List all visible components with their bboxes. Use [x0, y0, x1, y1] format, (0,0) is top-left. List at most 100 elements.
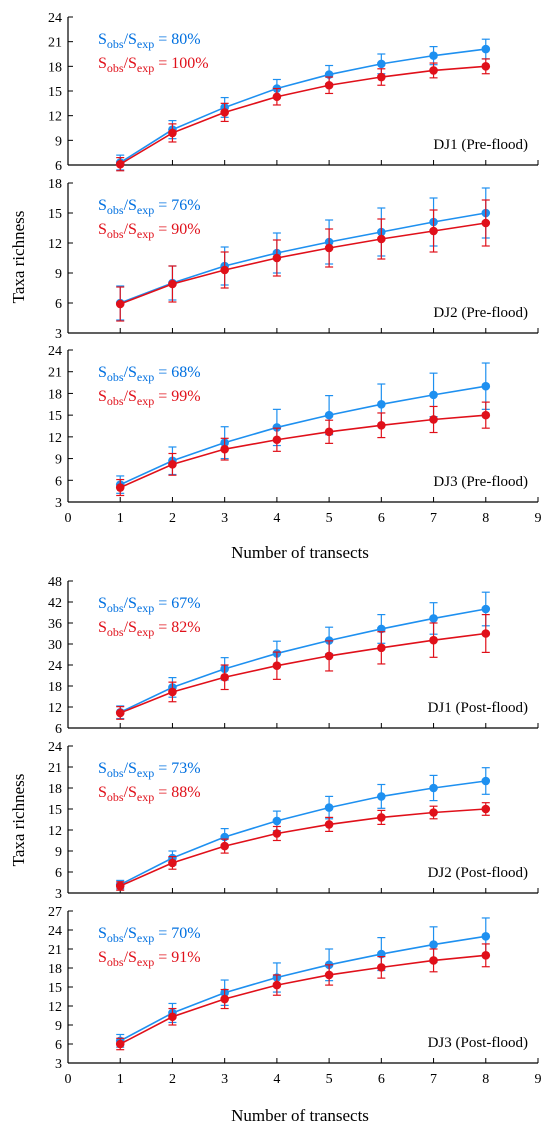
data-point — [220, 265, 229, 275]
data-point — [220, 841, 229, 851]
ratio-annotation: Sobs/Sexp = 73% — [98, 760, 201, 780]
x-tick-label: 3 — [221, 1072, 228, 1087]
data-point — [272, 435, 282, 445]
expected-series — [115, 199, 491, 322]
series-line — [119, 222, 486, 305]
y-tick-label: 3 — [55, 887, 62, 902]
y-tick-label: 12 — [48, 110, 62, 125]
x-tick-label: 5 — [326, 511, 333, 526]
y-tick-label: 12 — [48, 701, 62, 716]
data-point — [429, 390, 438, 400]
series-line — [119, 780, 486, 886]
y-tick-label: 12 — [48, 431, 62, 446]
panel-label: DJ2 (Pre-flood) — [433, 305, 528, 321]
y-tick-label: 15 — [48, 85, 62, 100]
x-tick-label: 0 — [65, 1072, 72, 1087]
y-tick-label: 24 — [48, 740, 62, 755]
data-point — [429, 51, 438, 60]
data-point — [481, 776, 491, 786]
ratio-annotation: Sobs/Sexp = 88% — [98, 784, 201, 804]
y-tick-label: 12 — [48, 237, 62, 252]
x-tick-label: 1 — [117, 1072, 124, 1087]
y-tick-label: 9 — [55, 1019, 62, 1034]
data-point — [324, 427, 334, 437]
y-tick-label: 24 — [48, 11, 62, 26]
series-line — [119, 212, 486, 304]
y-axis-title-post-flood: Taxa richness — [9, 774, 28, 867]
x-tick-label: 7 — [430, 1072, 437, 1087]
ratio-annotation: Sobs/Sexp = 99% — [98, 388, 201, 408]
y-tick-label: 3 — [55, 327, 62, 342]
y-tick-label: 18 — [48, 962, 62, 977]
data-point — [377, 963, 386, 972]
y-tick-label: 15 — [48, 207, 62, 222]
series-line — [119, 808, 486, 887]
data-point — [168, 858, 177, 868]
ratio-annotation: Sobs/Sexp = 100% — [98, 55, 209, 75]
y-tick-label: 18 — [48, 680, 62, 695]
data-point — [429, 940, 438, 949]
ratio-annotation: Sobs/Sexp = 82% — [98, 619, 201, 639]
x-tick-label: 2 — [169, 511, 176, 526]
series-line — [119, 935, 486, 1042]
series-line — [119, 954, 486, 1045]
data-point — [115, 881, 125, 891]
x-tick-label: 8 — [482, 511, 489, 526]
x-tick-label: 1 — [117, 511, 124, 526]
data-point — [115, 708, 125, 718]
data-point — [272, 816, 282, 826]
y-tick-label: 15 — [48, 409, 62, 424]
data-point — [429, 956, 438, 965]
data-point — [377, 59, 386, 69]
x-tick-label: 4 — [273, 511, 280, 526]
data-point — [377, 792, 386, 801]
panel-label: DJ1 (Pre-flood) — [433, 137, 528, 153]
y-tick-label: 24 — [48, 924, 62, 939]
data-point — [272, 829, 282, 838]
y-tick-label: 21 — [48, 943, 62, 958]
y-tick-label: 18 — [48, 60, 62, 75]
data-point — [377, 624, 386, 634]
y-tick-label: 27 — [48, 905, 62, 920]
y-tick-label: 18 — [48, 782, 62, 797]
data-point — [324, 80, 334, 90]
y-tick-label: 3 — [55, 1057, 62, 1072]
x-tick-label: 8 — [482, 1072, 489, 1087]
series-line — [119, 65, 486, 165]
ratio-annotation: Sobs/Sexp = 90% — [98, 221, 201, 241]
x-tick-label: 7 — [430, 511, 437, 526]
data-point — [377, 813, 386, 822]
x-tick-label: 9 — [535, 1072, 542, 1087]
data-point — [272, 423, 282, 432]
data-point — [481, 629, 491, 638]
chart-panel-4: 6 12 18 24 30 36 42 48 Sobs/Sexp = 67% Sobs/Sexp … — [48, 575, 539, 737]
x-tick-label: 5 — [326, 1072, 333, 1087]
data-point — [377, 420, 386, 430]
x-tick-label: 6 — [378, 1072, 385, 1087]
y-tick-label: 9 — [55, 267, 62, 282]
data-point — [481, 44, 491, 54]
data-point — [324, 410, 334, 420]
y-tick-label: 6 — [55, 1038, 62, 1053]
y-tick-label: 9 — [55, 134, 62, 149]
data-point — [481, 62, 491, 71]
data-point — [324, 651, 334, 661]
series-line — [119, 608, 486, 713]
y-tick-label: 6 — [55, 474, 62, 489]
y-tick-label: 3 — [55, 496, 62, 511]
panel-label: DJ3 (Pre-flood) — [433, 474, 528, 490]
data-point — [429, 808, 438, 817]
series-line — [119, 385, 486, 486]
data-point — [115, 159, 125, 169]
data-point — [168, 128, 177, 138]
y-tick-label: 6 — [55, 722, 62, 737]
chart-panel-2: 3 6 9 12 15 18 Sobs/Sexp = 76% Sobs/Sexp = 90% D… — [48, 177, 539, 342]
data-point — [481, 932, 491, 941]
y-tick-label: 12 — [48, 824, 62, 839]
ratio-annotation: Sobs/Sexp = 68% — [98, 364, 201, 384]
x-tick-label: 6 — [378, 511, 385, 526]
data-point — [429, 226, 438, 236]
y-axis-title-pre-flood: Taxa richness — [9, 211, 28, 304]
expected-series — [115, 943, 491, 1051]
